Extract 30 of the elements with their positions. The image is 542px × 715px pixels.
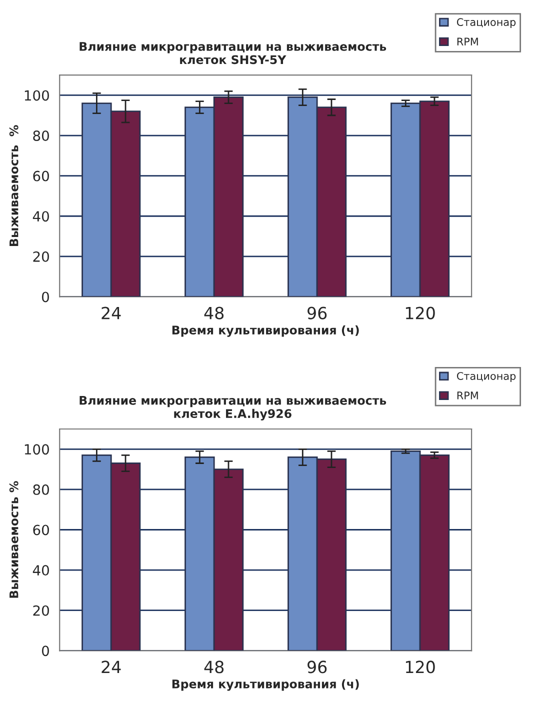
y-tick-label: 60 [33, 170, 49, 182]
x-tick-label: 96 [308, 660, 327, 674]
y-tick-label: 80 [33, 130, 49, 141]
y-axis-title: Выживаемость % [9, 125, 18, 246]
legend-label: RPM [457, 38, 478, 46]
y-tick-label: 80 [33, 484, 49, 495]
x-tick-label: 24 [102, 660, 121, 674]
y-tick-label: 0 [42, 646, 49, 656]
y-tick-label: 0 [42, 292, 49, 302]
y-tick-label: 20 [33, 605, 49, 616]
y-tick-label: 60 [33, 524, 49, 536]
y-tick-label: 40 [32, 211, 49, 222]
legend-label: Стационар [456, 18, 516, 28]
x-tick-label: 24 [102, 306, 121, 320]
y-tick-label: 40 [32, 565, 49, 576]
chart-title: Влияние микрогравитации на выживаемость клеток SHSY-5Y [80, 42, 386, 64]
legend-label: RPM [457, 392, 478, 400]
y-axis-title: Выживаемость % [9, 481, 18, 598]
y-tick-label: 100 [24, 90, 49, 101]
y-tick-label: 100 [24, 444, 49, 455]
x-axis-title: Время культивирования (ч) [172, 325, 359, 337]
y-tick-label: 20 [33, 251, 49, 262]
x-axis-title: Время культивирования (ч) [172, 679, 359, 691]
x-tick-label: 96 [308, 306, 327, 320]
chart-title: Влияние микрогравитации на выживаемость клеток E.A.hy926 [80, 396, 386, 420]
legend-label: Стационар [456, 372, 516, 382]
x-tick-label: 120 [406, 660, 435, 674]
x-tick-label: 48 [204, 306, 224, 320]
x-tick-label: 120 [406, 306, 435, 320]
x-tick-label: 48 [204, 660, 224, 674]
